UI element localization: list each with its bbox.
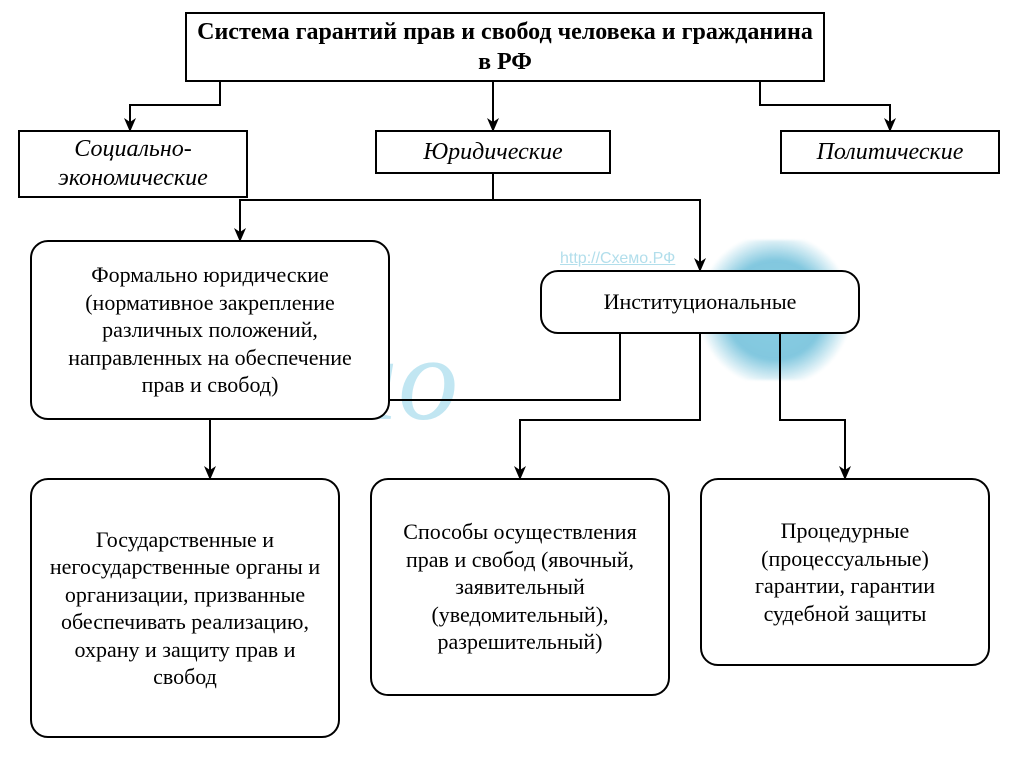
node-institutional: Институциональные <box>540 270 860 334</box>
node-procedural-label: Процедурные (процессуальные) гарантии, г… <box>702 507 988 637</box>
node-cat-socio: Социально-экономические <box>18 130 248 198</box>
node-bodies: Государственные и негосударственные орга… <box>30 478 340 738</box>
boxes-layer: Система гарантий прав и свобод человека … <box>0 0 1024 767</box>
node-cat-legal-label: Юридические <box>415 134 570 171</box>
diagram-canvas: Схемо http://Схемо.РФ РФ Система гаранти… <box>0 0 1024 767</box>
node-cat-legal: Юридические <box>375 130 611 174</box>
node-title: Система гарантий прав и свобод человека … <box>185 12 825 82</box>
node-methods: Способы осуществления прав и свобод (яво… <box>370 478 670 696</box>
node-cat-polit: Политические <box>780 130 1000 174</box>
node-cat-polit-label: Политические <box>809 134 972 171</box>
node-methods-label: Способы осуществления прав и свобод (яво… <box>372 508 668 666</box>
node-bodies-label: Государственные и негосударственные орга… <box>32 516 338 701</box>
node-formal: Формально юридические (нормативное закре… <box>30 240 390 420</box>
node-formal-label: Формально юридические (нормативное закре… <box>32 251 388 409</box>
node-procedural: Процедурные (процессуальные) гарантии, г… <box>700 478 990 666</box>
node-institutional-label: Институциональные <box>590 278 811 326</box>
node-title-label: Система гарантий прав и свобод человека … <box>187 11 823 83</box>
node-cat-socio-label: Социально-экономические <box>20 131 246 197</box>
